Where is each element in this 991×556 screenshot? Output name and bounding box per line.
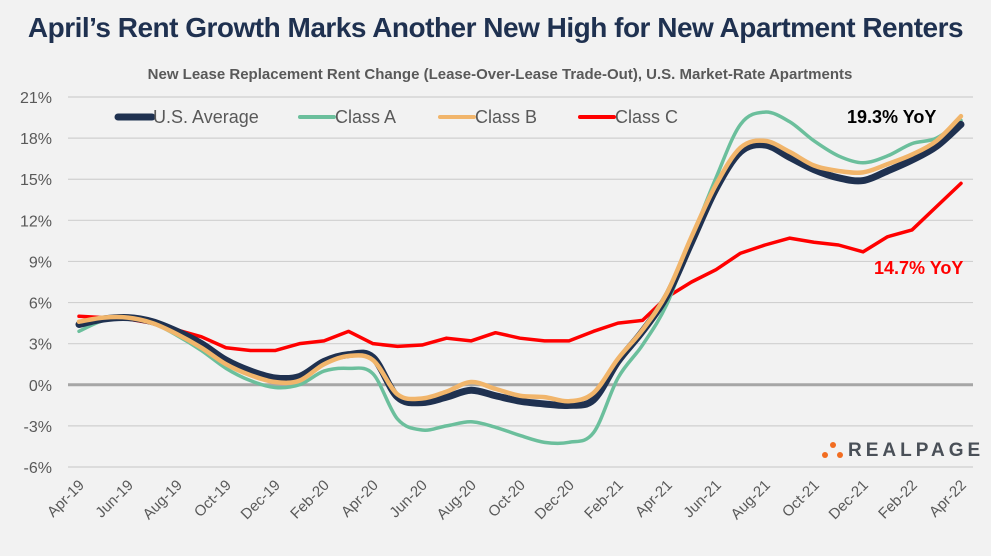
x-tick-label: Feb-21 [581, 477, 627, 523]
series-line-class-c [77, 181, 963, 353]
series-line-u-s-average [75, 120, 965, 410]
x-axis-ticks: Apr-19 Jun-19 Aug-19 Oct-19 Dec-19 Feb-20 Apr-… [44, 477, 970, 523]
y-tick-label: 15% [20, 172, 52, 189]
y-tick-label: 18% [20, 131, 52, 148]
series-line-class-b [76, 113, 964, 404]
y-tick-label: 9% [29, 254, 52, 271]
y-tick-label: 6% [29, 296, 52, 313]
x-tick-label: Apr-20 [338, 477, 382, 521]
x-tick-label: Feb-20 [287, 477, 333, 523]
legend-label: U.S. Average [153, 107, 259, 127]
y-tick-label: 21% [20, 90, 52, 107]
legend: U.S. Average Class A Class B Class C [114, 107, 678, 127]
y-tick-label: 12% [20, 213, 52, 230]
x-tick-label: Feb-22 [875, 477, 921, 523]
legend-label: Class B [475, 107, 537, 127]
x-tick-label: Oct-20 [485, 477, 529, 521]
x-tick-label: Dec-21 [826, 477, 872, 523]
x-tick-label: Oct-21 [779, 477, 823, 521]
series-line-class-a [77, 110, 963, 446]
legend-item: Class A [298, 107, 396, 127]
x-tick-label: Jun-21 [680, 477, 724, 521]
series-lines [75, 110, 965, 446]
y-tick-label: -3% [24, 419, 52, 436]
legend-item: Class C [578, 107, 678, 127]
realpage-logo: REALPAGE [822, 440, 984, 462]
y-tick-label: 3% [29, 337, 52, 354]
realpage-dots-icon [822, 442, 844, 460]
x-tick-label: Apr-22 [926, 477, 970, 521]
x-tick-label: Aug-21 [728, 477, 774, 523]
x-tick-label: Apr-21 [632, 477, 676, 521]
logo-text: REALPAGE [848, 440, 985, 461]
legend-label: Class A [335, 107, 396, 127]
x-tick-label: Jun-19 [92, 477, 136, 521]
x-tick-label: Aug-20 [434, 477, 480, 523]
annotation-us-average: 19.3% YoY [847, 107, 936, 127]
legend-item: Class B [438, 107, 537, 127]
legend-item: U.S. Average [114, 107, 259, 127]
annotation-class-c: 14.7% YoY [874, 258, 963, 278]
x-tick-label: Dec-20 [532, 477, 578, 523]
x-tick-label: Dec-19 [238, 477, 284, 523]
x-tick-label: Apr-19 [44, 477, 88, 521]
gridlines [68, 96, 973, 468]
chart-title: April’s Rent Growth Marks Another New Hi… [27, 12, 964, 43]
y-axis-ticks: 21% 18% 15% 12% 9% 6% 3% 0% -3% -6% [20, 90, 52, 477]
y-tick-label: -6% [24, 460, 52, 477]
x-tick-label: Aug-19 [140, 477, 186, 523]
chart-subtitle: New Lease Replacement Rent Change (Lease… [147, 66, 853, 83]
x-tick-label: Jun-20 [386, 477, 430, 521]
y-tick-label: 0% [29, 378, 52, 395]
x-tick-label: Oct-19 [191, 477, 235, 521]
legend-label: Class C [615, 107, 678, 127]
